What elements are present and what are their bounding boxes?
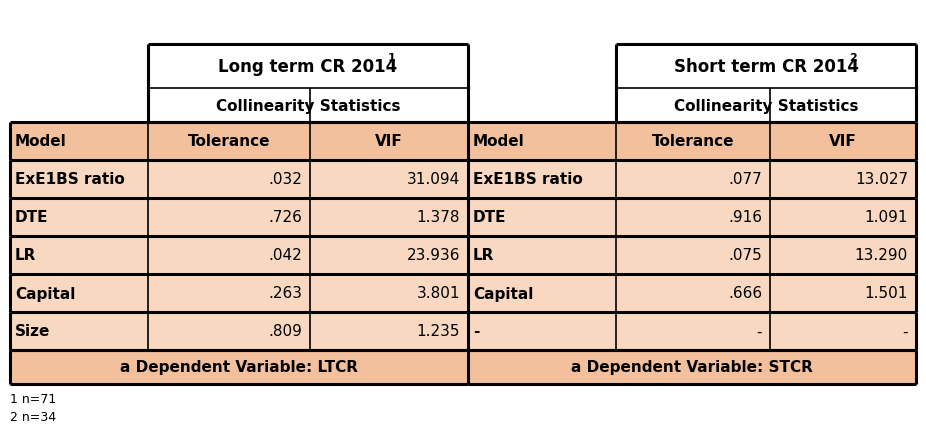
Text: a Dependent Variable: STCR: a Dependent Variable: STCR [571,360,813,375]
Text: .263: .263 [268,286,302,301]
Bar [10,161,916,198]
Text: Model: Model [15,134,67,149]
Text: Tolerance: Tolerance [652,134,734,149]
Text: Size: Size [15,324,50,339]
Text: .077: .077 [728,172,762,187]
Text: 1.378: 1.378 [417,210,460,225]
Text: 13.290: 13.290 [855,248,908,263]
Text: 2: 2 [849,53,857,63]
Text: 1.091: 1.091 [865,210,908,225]
Text: LR: LR [473,248,494,263]
Text: ExE1BS ratio: ExE1BS ratio [15,172,125,187]
Text: Tolerance: Tolerance [188,134,270,149]
Text: Long term CR 2014: Long term CR 2014 [219,58,397,76]
Text: LR: LR [15,248,36,263]
Bar [468,350,916,384]
Bar [10,89,916,123]
Text: ExE1BS ratio: ExE1BS ratio [473,172,582,187]
Text: -: - [903,324,908,339]
Text: 23.936: 23.936 [407,248,460,263]
Text: .916: .916 [728,210,762,225]
Bar [10,198,916,237]
Text: Collinearity Statistics: Collinearity Statistics [674,98,858,113]
Bar [10,123,916,161]
Text: 31.094: 31.094 [407,172,460,187]
Text: .809: .809 [269,324,302,339]
Text: a Dependent Variable: LTCR: a Dependent Variable: LTCR [120,360,358,375]
Text: VIF: VIF [375,134,403,149]
Text: 1: 1 [388,53,396,63]
Text: 1 n=71: 1 n=71 [10,392,56,405]
Text: 2 n=34: 2 n=34 [10,410,56,423]
Text: .666: .666 [728,286,762,301]
Text: Model: Model [473,134,525,149]
Text: -: - [757,324,762,339]
Text: 3.801: 3.801 [417,286,460,301]
Bar [10,312,916,350]
Text: .075: .075 [728,248,762,263]
Text: DTE: DTE [15,210,48,225]
Text: DTE: DTE [473,210,507,225]
Text: 1.501: 1.501 [865,286,908,301]
Bar [10,274,916,312]
Text: .032: .032 [269,172,302,187]
Text: .726: .726 [269,210,302,225]
Text: Short term CR 2014: Short term CR 2014 [673,58,858,76]
Text: 1.235: 1.235 [417,324,460,339]
Bar [10,237,916,274]
Text: -: - [473,324,480,339]
Text: Capital: Capital [473,286,533,301]
Text: VIF: VIF [829,134,857,149]
Bar [10,350,468,384]
Text: Capital: Capital [15,286,75,301]
Text: .042: .042 [269,248,302,263]
Bar [10,45,916,89]
Text: 13.027: 13.027 [855,172,908,187]
Text: Collinearity Statistics: Collinearity Statistics [216,98,400,113]
